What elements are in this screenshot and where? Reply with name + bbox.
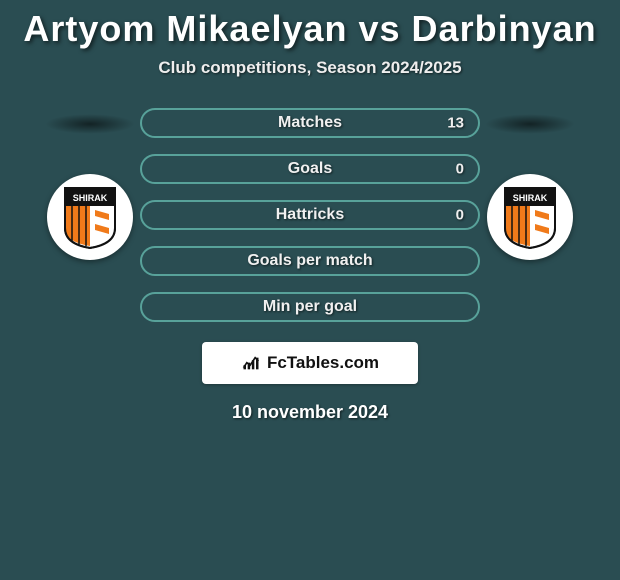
player-shadow-left bbox=[45, 114, 135, 134]
stat-row-hattricks: Hattricks 0 bbox=[140, 200, 480, 230]
stat-value-right: 0 bbox=[456, 161, 464, 178]
club-shield-left: SHIRAK bbox=[61, 184, 119, 250]
stat-row-matches: Matches 13 bbox=[140, 108, 480, 138]
player-shadow-right bbox=[485, 114, 575, 134]
club-badge-left: SHIRAK bbox=[47, 174, 133, 260]
stat-value-right: 0 bbox=[456, 207, 464, 224]
generated-date: 10 november 2024 bbox=[0, 402, 620, 423]
stat-value-right: 13 bbox=[447, 115, 464, 132]
stat-label: Min per goal bbox=[263, 298, 357, 316]
watermark-text: FcTables.com bbox=[267, 353, 379, 373]
stat-label: Hattricks bbox=[276, 206, 344, 224]
stat-row-goals-per-match: Goals per match bbox=[140, 246, 480, 276]
stat-label: Goals bbox=[288, 160, 332, 178]
right-column: SHIRAK bbox=[480, 108, 580, 322]
stats-list: Matches 13 Goals 0 Hattricks 0 Goals per… bbox=[140, 108, 480, 322]
page-title: Artyom Mikaelyan vs Darbinyan bbox=[0, 0, 620, 50]
stat-row-min-per-goal: Min per goal bbox=[140, 292, 480, 322]
watermark-badge: FcTables.com bbox=[202, 342, 418, 384]
stat-row-goals: Goals 0 bbox=[140, 154, 480, 184]
left-column: SHIRAK bbox=[40, 108, 140, 322]
svg-text:SHIRAK: SHIRAK bbox=[513, 193, 548, 203]
page-subtitle: Club competitions, Season 2024/2025 bbox=[0, 58, 620, 78]
club-badge-right: SHIRAK bbox=[487, 174, 573, 260]
svg-text:SHIRAK: SHIRAK bbox=[73, 193, 108, 203]
stat-label: Goals per match bbox=[247, 252, 372, 270]
chart-icon bbox=[241, 351, 261, 376]
club-shield-right: SHIRAK bbox=[501, 184, 559, 250]
comparison-area: SHIRAK Matches 13 Goals 0 bbox=[0, 108, 620, 322]
stat-label: Matches bbox=[278, 114, 342, 132]
